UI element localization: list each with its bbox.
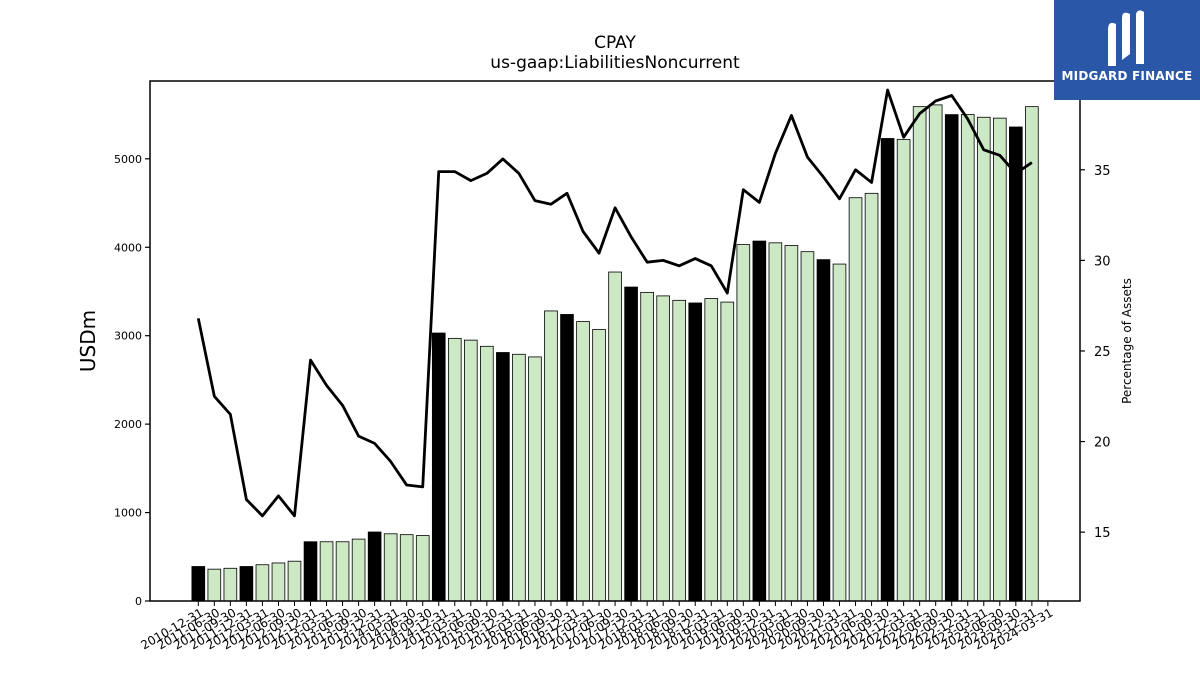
bar-2012-09-30 bbox=[303, 541, 318, 602]
bar-2020-09-30 bbox=[816, 259, 831, 602]
bar-2013-09-30 bbox=[367, 531, 382, 602]
bar-2021-09-30 bbox=[880, 138, 895, 602]
y-tick-label-0: 0 bbox=[135, 595, 142, 608]
x-axis: 2010-12-312011-06-302011-09-302011-12-31… bbox=[138, 601, 1055, 652]
bar-2022-06-30 bbox=[928, 104, 943, 602]
chart-subtitle: us-gaap:LiabilitiesNoncurrent bbox=[490, 53, 740, 73]
bar-2022-03-31 bbox=[912, 106, 927, 602]
y-tick-label-2000: 2000 bbox=[114, 418, 142, 431]
bar-2013-03-31 bbox=[335, 541, 350, 602]
bar-2023-03-31 bbox=[976, 116, 991, 602]
bar-2018-03-31 bbox=[656, 295, 670, 602]
bar-2018-09-30 bbox=[688, 302, 703, 602]
y-axis-left: 0 1000 2000 3000 4000 5000 bbox=[114, 153, 150, 608]
bar-2020-06-30 bbox=[800, 251, 815, 602]
bar-2023-06-30 bbox=[993, 117, 1007, 602]
y2-tick-label-20: 20 bbox=[1094, 436, 1111, 451]
bar-2012-06-30 bbox=[287, 560, 302, 602]
line-series-percentage bbox=[196, 88, 1033, 518]
y2-axis-label: Percentage of Assets bbox=[1120, 278, 1134, 404]
bar-2018-06-30 bbox=[672, 299, 686, 602]
chart-title: CPAY bbox=[594, 33, 636, 53]
line-group bbox=[196, 88, 1033, 518]
bar-2023-09-30 bbox=[1009, 126, 1023, 602]
bar-2016-12-31 bbox=[576, 321, 590, 602]
y2-tick-label-35: 35 bbox=[1094, 164, 1111, 179]
bar-2015-06-30 bbox=[480, 345, 494, 602]
bar-2017-03-31 bbox=[592, 329, 606, 602]
bar-2021-06-30 bbox=[864, 192, 879, 602]
bar-2013-06-30 bbox=[351, 538, 366, 602]
y-axis-right: 15 20 25 30 35 bbox=[1080, 164, 1111, 541]
y-tick-label-1000: 1000 bbox=[114, 507, 142, 520]
bar-2019-12-31 bbox=[768, 242, 783, 602]
bar-group bbox=[191, 104, 1039, 602]
logo-mark-icon bbox=[1108, 10, 1144, 66]
bar-2019-03-31 bbox=[720, 301, 735, 602]
brand-logo: MIDGARD FINANCE bbox=[1054, 0, 1200, 100]
bar-2015-12-31 bbox=[512, 353, 526, 602]
y-tick-label-5000: 5000 bbox=[114, 153, 142, 166]
y2-tick-label-30: 30 bbox=[1094, 254, 1111, 269]
bar-2017-09-30 bbox=[624, 286, 638, 602]
bar-2022-09-30 bbox=[944, 114, 959, 602]
bar-2010-12-31 bbox=[191, 566, 206, 602]
bar-2022-12-31 bbox=[960, 114, 975, 602]
bar-2015-09-30 bbox=[496, 352, 510, 602]
y-axis-label: USDm bbox=[76, 310, 100, 372]
bar-2014-09-30 bbox=[431, 332, 446, 602]
bar-2021-03-31 bbox=[848, 197, 863, 602]
y2-tick-label-25: 25 bbox=[1094, 345, 1111, 360]
bar-2019-09-30 bbox=[752, 240, 767, 602]
bar-2016-03-31 bbox=[528, 356, 542, 602]
bar-2017-06-30 bbox=[608, 271, 622, 602]
logo-text: MIDGARD FINANCE bbox=[1061, 69, 1193, 83]
y-tick-label-3000: 3000 bbox=[114, 330, 142, 343]
bar-2011-12-31 bbox=[255, 564, 270, 602]
bar-2023-12-31 bbox=[1025, 106, 1039, 602]
bar-2014-03-31 bbox=[399, 534, 414, 602]
bar-2020-03-31 bbox=[784, 245, 799, 602]
bar-2020-12-31 bbox=[832, 263, 847, 602]
bar-2014-12-31 bbox=[447, 337, 462, 602]
bar-2012-12-31 bbox=[319, 541, 334, 602]
bar-2014-06-30 bbox=[415, 535, 430, 602]
y-tick-label-4000: 4000 bbox=[114, 241, 142, 254]
bar-2011-06-30 bbox=[223, 567, 238, 602]
bar-2018-12-31 bbox=[704, 298, 719, 602]
bar-2017-12-31 bbox=[640, 291, 654, 602]
bar-2019-06-30 bbox=[736, 244, 751, 602]
bar-2013-12-31 bbox=[383, 533, 398, 602]
bar-2016-06-30 bbox=[544, 310, 558, 602]
bar-2012-03-31 bbox=[271, 562, 286, 602]
bar-2011-09-30 bbox=[239, 566, 254, 602]
bar-2016-09-30 bbox=[560, 314, 574, 602]
bar-2021-12-31 bbox=[896, 138, 911, 602]
y2-tick-label-15: 15 bbox=[1094, 526, 1111, 541]
bar-2015-03-31 bbox=[464, 339, 478, 602]
bar-2011-03-31 bbox=[207, 568, 222, 602]
